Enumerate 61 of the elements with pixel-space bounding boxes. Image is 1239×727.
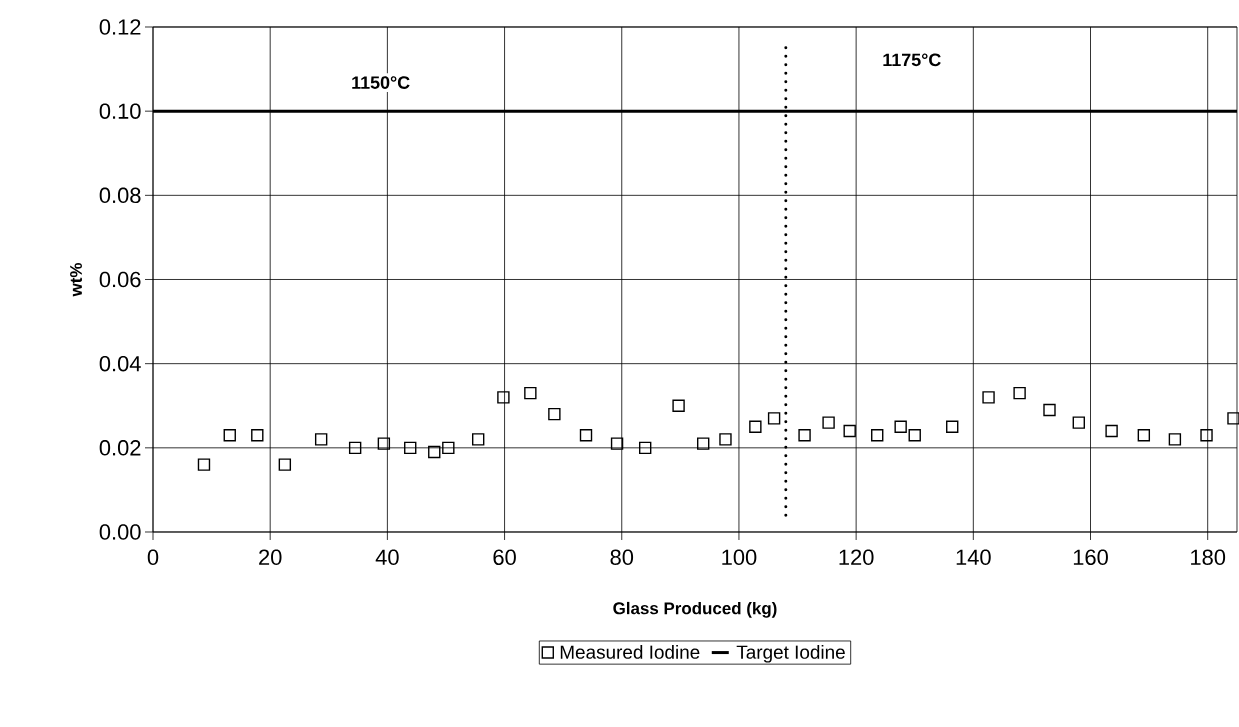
point xyxy=(197,458,211,471)
x-tick-label: 80 xyxy=(610,549,634,566)
y-tick-label: 0.04 xyxy=(99,355,141,372)
annotation: 1175°C xyxy=(883,53,941,67)
x-tick-label: 160 xyxy=(1073,549,1108,566)
point xyxy=(472,433,485,446)
y-tick-label: 0.10 xyxy=(99,103,141,119)
point xyxy=(1013,386,1026,400)
point xyxy=(377,437,391,450)
point xyxy=(610,437,624,450)
point xyxy=(697,437,710,450)
x-tick-label: 120 xyxy=(839,549,874,566)
x-tick-label: 180 xyxy=(1191,549,1226,566)
point xyxy=(798,429,811,442)
point xyxy=(638,441,652,455)
y-tick-label: 0.12 xyxy=(99,19,141,35)
point xyxy=(843,424,856,438)
x-tick-label: 20 xyxy=(259,549,282,566)
point xyxy=(672,399,685,412)
point xyxy=(404,441,417,455)
y-tick-label: 0.00 xyxy=(99,524,141,540)
point xyxy=(1227,412,1239,425)
point xyxy=(1072,416,1085,429)
point xyxy=(579,429,593,442)
legend-label: Target Iodine xyxy=(736,644,845,663)
point xyxy=(1200,429,1213,442)
point xyxy=(1043,403,1056,417)
x-tick-label: 100 xyxy=(722,549,757,566)
y-tick-label: 0.02 xyxy=(99,440,141,456)
point xyxy=(871,429,884,442)
point xyxy=(908,429,921,442)
y-axis-title: wt% xyxy=(70,263,82,297)
point xyxy=(278,458,292,471)
point xyxy=(982,391,995,404)
point xyxy=(524,386,537,400)
point xyxy=(1105,424,1118,438)
point xyxy=(442,441,455,455)
y-tick-label: 0.06 xyxy=(99,271,141,288)
x-tick-label: 140 xyxy=(956,549,991,566)
point xyxy=(767,412,781,425)
x-tick-label: 60 xyxy=(493,549,516,566)
x-axis-title: Glass Produced (kg) xyxy=(613,601,777,618)
point xyxy=(428,445,441,459)
annotation: 1150°C xyxy=(352,76,410,89)
point xyxy=(497,391,510,404)
point xyxy=(314,433,328,446)
point xyxy=(251,429,264,442)
legend-label: Measured Iodine xyxy=(560,644,700,659)
point xyxy=(548,407,561,421)
x-tick-label: 0 xyxy=(147,549,159,566)
point xyxy=(822,416,835,429)
point xyxy=(749,420,762,433)
x-tick-label: 40 xyxy=(375,549,399,566)
point xyxy=(946,420,959,433)
point xyxy=(1137,429,1151,442)
y-tick-label: 0.08 xyxy=(99,187,141,204)
point xyxy=(894,420,907,433)
point xyxy=(1168,433,1182,446)
point xyxy=(348,441,362,455)
point xyxy=(223,429,236,442)
point xyxy=(719,433,732,446)
